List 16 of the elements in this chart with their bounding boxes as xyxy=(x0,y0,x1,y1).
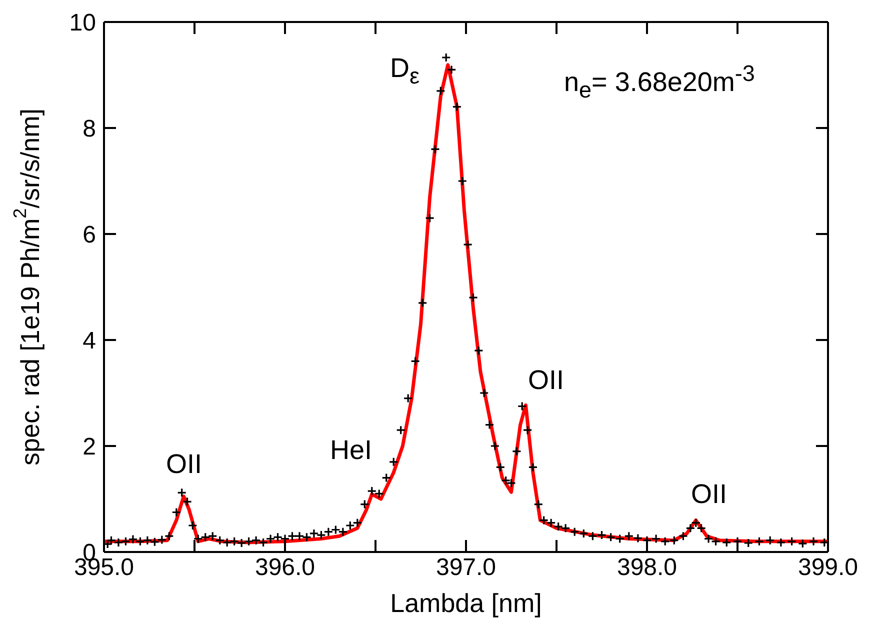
annotation: n$_{e}$= 3.68e20m$^{-3}$ xyxy=(564,60,755,104)
annotation: OII xyxy=(691,478,728,510)
y-tick-label: 8 xyxy=(82,116,96,143)
x-tick-label: 399.0 xyxy=(798,554,858,582)
x-axis-title: Lambda [nm] xyxy=(390,588,542,618)
y-tick-label: 6 xyxy=(82,222,96,249)
annotation: OII xyxy=(166,448,202,480)
x-tick-label: 396.0 xyxy=(254,554,316,582)
x-tick-label: 397.0 xyxy=(436,554,496,582)
x-tick-label: 398.0 xyxy=(616,554,678,582)
y-tick-label: 2 xyxy=(82,434,96,461)
y-tick-label: 4 xyxy=(82,328,96,355)
annotation: D$_{ε}$ xyxy=(390,52,420,90)
y-tick-label: 10 xyxy=(69,10,96,37)
annotation: OII xyxy=(528,364,564,396)
annotation: HeI xyxy=(330,434,372,466)
